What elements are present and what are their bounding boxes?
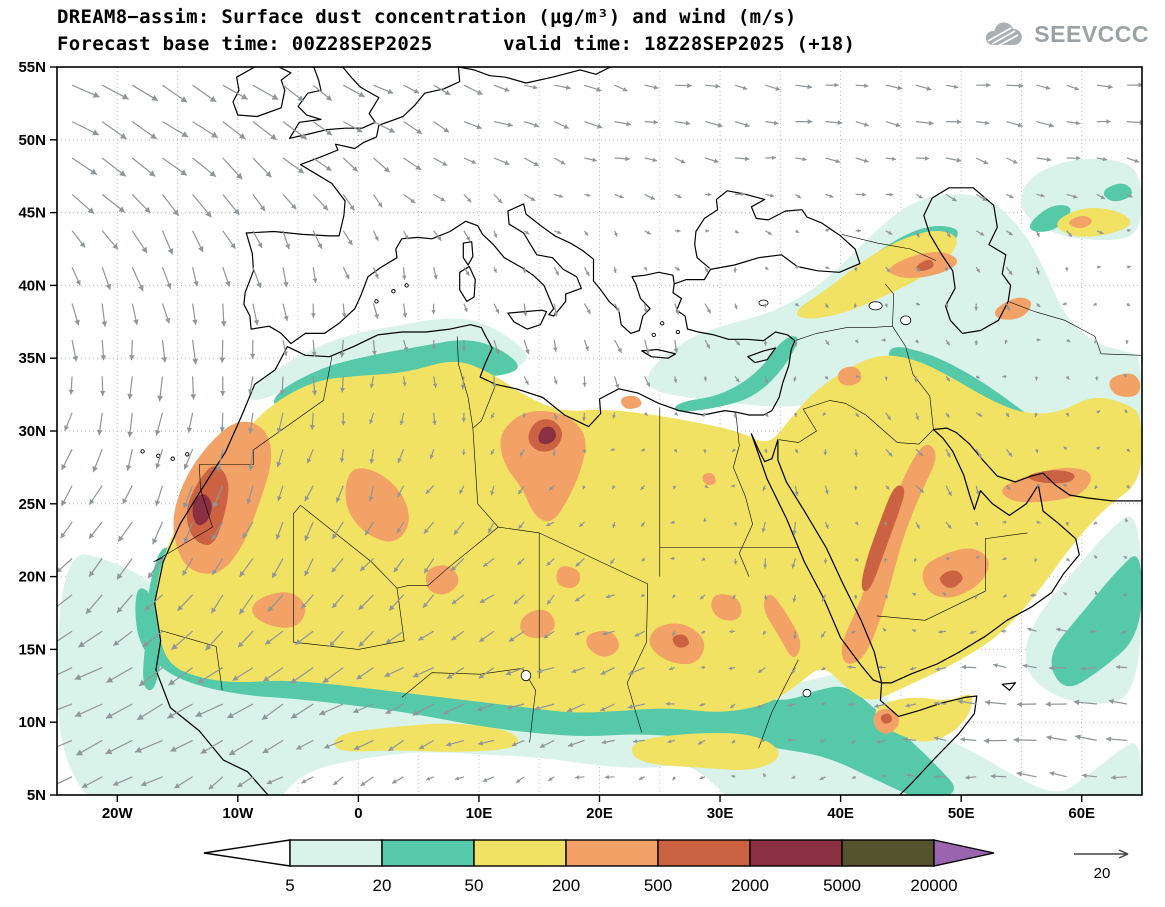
lon-tick-label: 20W	[102, 805, 134, 822]
colorbar-cell	[657, 839, 751, 867]
colorbar-label: 2000	[731, 876, 769, 895]
dust-region	[838, 366, 862, 386]
dust-region	[763, 594, 801, 657]
lat-tick-label: 15N	[18, 641, 46, 658]
colorbar-label: 5000	[823, 876, 861, 895]
lat-tick-label: 20N	[18, 569, 46, 586]
colorbar-cell	[565, 839, 659, 867]
lon-tick-label: 60E	[1068, 805, 1095, 822]
chart-subtitle: Forecast base time: 00Z28SEP2025 valid t…	[57, 33, 856, 55]
dust-region	[674, 336, 798, 412]
lon-tick-label: 20E	[586, 805, 613, 822]
logo: SEEVCCC	[981, 20, 1149, 49]
dust-region	[155, 355, 1142, 713]
lat-tick-label: 30N	[18, 423, 46, 440]
dust-region	[252, 592, 306, 628]
dust-region	[994, 297, 1032, 320]
dust-region	[1029, 205, 1071, 232]
dust-region	[861, 485, 905, 592]
dust-region	[1069, 216, 1092, 229]
dust-region	[621, 395, 642, 409]
wind-reference: 20	[1066, 842, 1158, 891]
lat-tick-label: 25N	[18, 496, 46, 513]
dust-region	[647, 194, 1142, 478]
colorbar-cell	[289, 839, 383, 867]
dust-region	[520, 609, 555, 639]
dust-region	[939, 570, 963, 588]
colorbar: 5 20 50 200 500 2000 5000 20000	[203, 839, 995, 895]
colorbar-label: 50	[465, 876, 484, 895]
lon-tick-label: 10E	[466, 805, 493, 822]
colorbar-cell	[749, 839, 843, 867]
colorbar-label: 20	[373, 876, 392, 895]
chart-title: DREAM8−assim: Surface dust concentration…	[57, 6, 797, 28]
dust-region	[500, 411, 586, 522]
dust-region	[334, 723, 519, 752]
dust-region	[556, 566, 581, 588]
dust-region	[274, 340, 518, 407]
lat-tick-label: 40N	[18, 277, 46, 294]
dust-region	[841, 444, 936, 664]
colorbar-label: 500	[644, 876, 672, 895]
dust-region	[1109, 373, 1141, 397]
axis-labels: 55N 50N 45N 40N 35N 30N 25N 20N 15N 10N 5N 20W 10W 0 1…	[18, 59, 1095, 822]
dust-region	[702, 472, 716, 486]
dust-region	[1103, 183, 1132, 202]
dust-region	[586, 630, 620, 657]
lon-tick-label: 30E	[707, 805, 734, 822]
dust-region	[880, 713, 893, 724]
lon-tick-label: 50E	[948, 805, 975, 822]
map-area	[56, 66, 1143, 796]
dust-region	[1051, 556, 1142, 687]
lon-tick-label: 40E	[827, 805, 854, 822]
colorbar-cell	[473, 839, 567, 867]
lat-tick-label: 35N	[18, 350, 46, 367]
lat-tick-label: 50N	[18, 132, 46, 149]
lat-tick-label: 10N	[18, 714, 46, 731]
dust-region	[425, 565, 459, 595]
colorbar-label: 200	[552, 876, 580, 895]
lon-tick-label: 10W	[222, 805, 254, 822]
wind-arrows	[57, 82, 1142, 790]
wind-ref-arrow-icon	[1074, 849, 1129, 859]
colorbar-label: 20000	[910, 876, 957, 895]
lon-tick-label: 0	[354, 805, 362, 822]
cloud-icon	[986, 22, 1023, 47]
colorbar-cell	[841, 839, 935, 867]
lat-tick-label: 5N	[27, 787, 46, 804]
dust-region	[916, 259, 934, 271]
dust-region	[672, 634, 689, 648]
lat-tick-label: 55N	[18, 59, 46, 76]
borders	[153, 234, 1142, 749]
dust-region	[192, 494, 212, 526]
dust-region	[1057, 207, 1131, 237]
wind-ref-value: 20	[1094, 865, 1111, 882]
colorbar-arrow-left	[203, 839, 291, 867]
colorbar-cell	[381, 839, 475, 867]
lat-tick-label: 45N	[18, 205, 46, 222]
dust-region	[875, 694, 973, 742]
colorbar-arrow-right	[933, 839, 995, 867]
dust-region	[538, 426, 556, 445]
coastlines	[140, 67, 1142, 795]
dust-region	[345, 468, 409, 542]
dust-region	[711, 594, 742, 621]
logo-text: SEEVCCC	[1034, 21, 1149, 47]
dust-region	[796, 230, 957, 319]
colorbar-label: 5	[285, 876, 294, 895]
map-plot: 55N 50N 45N 40N 35N 30N 25N 20N 15N 10N 5N 20W 10W 0 1…	[18, 59, 1143, 822]
